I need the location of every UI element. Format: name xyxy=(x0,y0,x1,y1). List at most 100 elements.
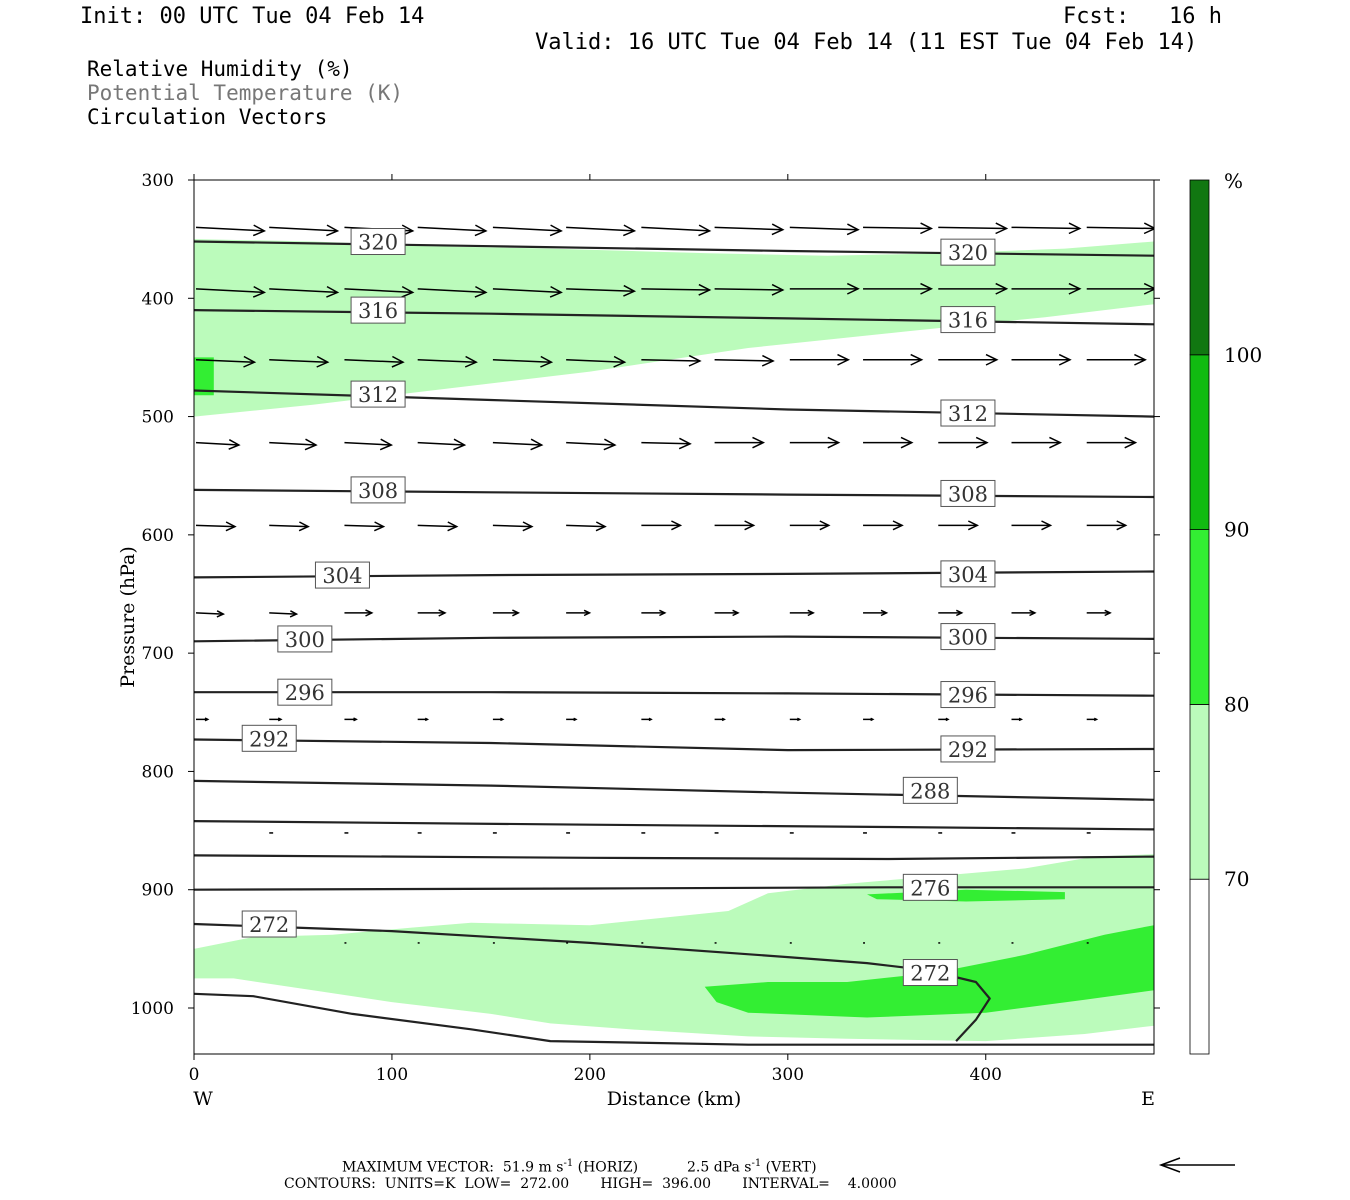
contour-label-316: 316 xyxy=(940,306,996,334)
vector-arrow xyxy=(417,285,488,298)
vector-arrow xyxy=(1086,282,1154,295)
vector-shaft xyxy=(344,359,403,363)
vector-head xyxy=(920,222,934,235)
colorbar-segment xyxy=(1189,704,1210,880)
vector-shaft xyxy=(641,359,700,362)
vector-head xyxy=(698,224,712,237)
theta-contour-288 xyxy=(194,779,1154,801)
vector-shaft xyxy=(641,441,691,445)
x-tick-label: 200 xyxy=(574,1065,606,1085)
contour-label-box xyxy=(902,776,958,804)
theta-contour-unlabeled-9 xyxy=(194,820,1154,831)
vector-head xyxy=(595,521,607,532)
vector-head xyxy=(985,353,999,366)
y-tick-label: 500 xyxy=(142,408,174,428)
vector-arrow xyxy=(641,609,667,617)
west-label: W xyxy=(193,1088,213,1110)
vector-head xyxy=(698,283,712,296)
contour-label-text: 304 xyxy=(948,563,988,587)
plot-frame xyxy=(193,179,1155,1055)
contour-label-304: 304 xyxy=(314,561,370,589)
vector-arrow xyxy=(714,436,766,449)
rh-region-90-3 xyxy=(704,925,1154,1018)
contour-label-box xyxy=(940,306,996,334)
vector-arrow xyxy=(789,223,860,236)
contour-label-text: 320 xyxy=(358,231,398,255)
vector-shaft xyxy=(344,441,392,446)
vector-head xyxy=(373,521,386,532)
horiz-exponent: -1 xyxy=(563,1158,574,1169)
contour-label-316: 316 xyxy=(350,296,406,324)
vector-arrow xyxy=(714,717,726,722)
vector-head xyxy=(401,285,415,298)
vector-head xyxy=(379,438,394,451)
vector-arrow xyxy=(195,521,237,532)
vector-head xyxy=(277,717,283,722)
contour-label-308: 308 xyxy=(940,479,996,507)
vector-head xyxy=(512,609,521,617)
vector-head xyxy=(603,438,617,451)
vector-arrow xyxy=(789,609,815,617)
vector-arrow xyxy=(566,609,592,617)
vector-arrow xyxy=(1011,609,1037,617)
contour-label-box xyxy=(277,625,333,653)
vector-arrow xyxy=(1011,353,1072,366)
vector-head xyxy=(945,717,950,722)
vector-arrow xyxy=(714,283,785,296)
contour-label-text: 304 xyxy=(322,564,362,588)
theta-contour-312 xyxy=(194,389,1154,418)
vector-head xyxy=(837,353,851,366)
vector-head xyxy=(1134,353,1147,366)
contour-label-300: 300 xyxy=(277,625,333,653)
vector-shaft xyxy=(714,288,783,291)
vector-arrow xyxy=(566,224,637,237)
contour-label-288: 288 xyxy=(902,776,958,804)
vector-arrow xyxy=(641,520,683,531)
vector-arrow xyxy=(344,285,415,298)
vector-arrow xyxy=(566,355,627,368)
rh-region-80-0 xyxy=(194,239,1154,417)
vector-arrow xyxy=(641,354,702,367)
valid-time-label: Valid: 16 UTC Tue 04 Feb 14 (11 EST Tue … xyxy=(535,30,1198,55)
theta-contour-296 xyxy=(194,691,1154,697)
vector-shaft xyxy=(344,288,413,294)
y-tick-label: 1000 xyxy=(131,999,174,1019)
vector-head xyxy=(1041,520,1053,531)
vector-arrow xyxy=(269,285,340,298)
vector-head xyxy=(326,224,340,237)
vector-head xyxy=(975,436,989,449)
vector-head xyxy=(678,437,692,450)
y-tick-label: 600 xyxy=(142,526,174,546)
contour-label-text: 300 xyxy=(285,628,325,652)
vector-shaft xyxy=(566,524,606,528)
legend-circulation-vectors: Circulation Vectors xyxy=(87,105,328,129)
vector-head xyxy=(573,717,578,722)
vector-head xyxy=(326,285,340,298)
vector-arrow xyxy=(195,355,257,368)
vector-shaft xyxy=(417,359,477,363)
vector-head xyxy=(771,283,785,296)
legend-relative-humidity: Relative Humidity (%) xyxy=(87,57,353,81)
y-tick-label: 300 xyxy=(142,171,174,191)
contour-label-276: 276 xyxy=(902,873,958,901)
contour-label-box xyxy=(241,724,297,752)
contour-label-300: 300 xyxy=(940,623,996,651)
axes: 300 400 500 600 700 800 900 1000 0 100 200 300 400 xyxy=(131,171,1160,1085)
vector-arrow xyxy=(1011,717,1024,722)
contour-label-box xyxy=(902,873,958,901)
colorbar-level-label: 90 xyxy=(1224,518,1249,542)
rh-region-90-1 xyxy=(194,357,214,396)
contour-label-box xyxy=(350,380,406,408)
vector-arrow xyxy=(863,717,875,722)
vector-head xyxy=(1116,520,1128,531)
contour-label-box xyxy=(350,228,406,256)
vector-arrow xyxy=(863,222,934,235)
contour-label-text: 312 xyxy=(948,402,988,426)
vector-head xyxy=(659,609,667,617)
vector-head xyxy=(353,717,358,722)
theta-contour-292 xyxy=(194,738,1154,752)
vector-head xyxy=(732,609,740,617)
contour-label-box xyxy=(940,238,996,266)
vector-shaft xyxy=(938,226,1007,230)
vector-head xyxy=(438,609,447,617)
